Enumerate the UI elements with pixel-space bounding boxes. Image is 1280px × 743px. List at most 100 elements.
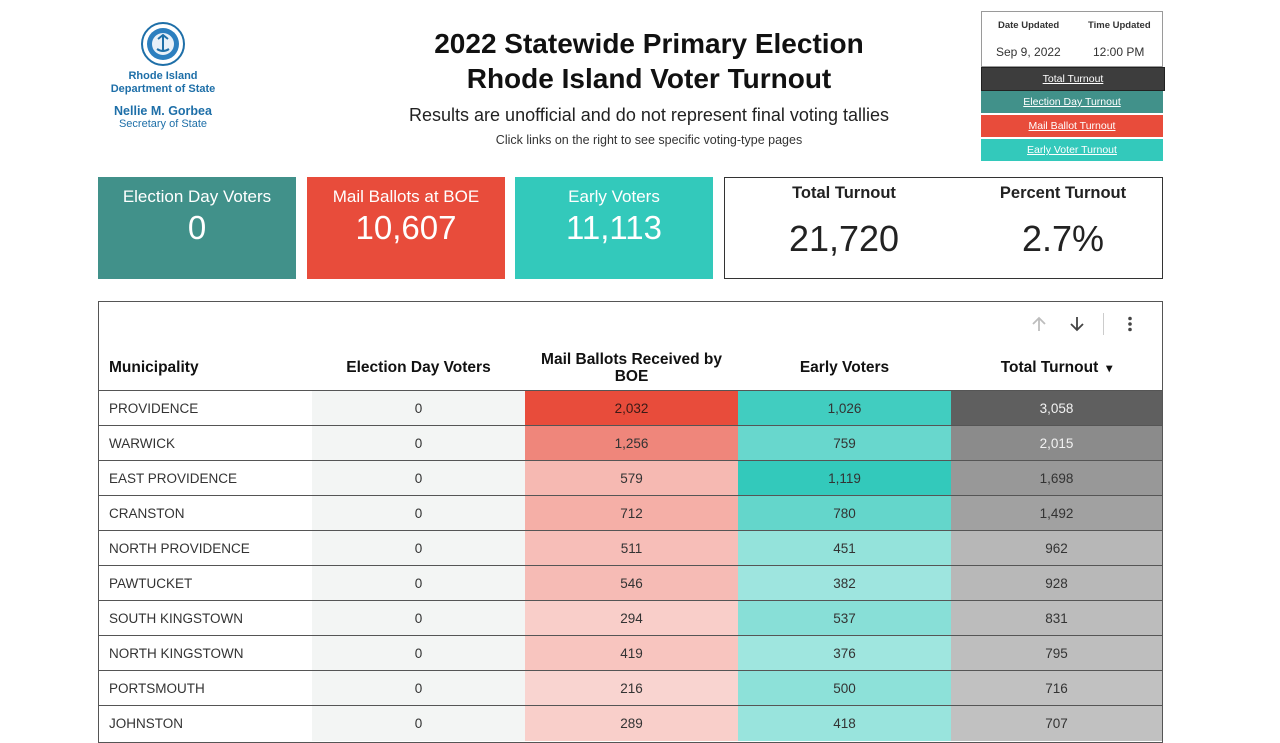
table-row[interactable]: SOUTH KINGSTOWN 0 294 537 831 bbox=[99, 600, 1162, 636]
kpi-early-voters: Early Voters 11,113 bbox=[515, 177, 713, 279]
cell-municipality: PORTSMOUTH bbox=[109, 681, 205, 696]
cell-municipality: EAST PROVIDENCE bbox=[109, 471, 238, 486]
kpi-mail-ballots: Mail Ballots at BOE 10,607 bbox=[307, 177, 505, 279]
cell-mail: 289 bbox=[525, 706, 738, 741]
cell-election-day: 0 bbox=[312, 601, 525, 636]
cell-election-day: 0 bbox=[312, 496, 525, 531]
cell-early: 1,119 bbox=[738, 461, 951, 496]
cell-municipality: PROVIDENCE bbox=[109, 401, 199, 416]
cell-election-day: 0 bbox=[312, 636, 525, 671]
cell-total: 795 bbox=[951, 636, 1162, 671]
cell-election-day: 0 bbox=[312, 531, 525, 566]
cell-municipality: SOUTH KINGSTOWN bbox=[109, 611, 244, 626]
header-municipality[interactable]: Municipality bbox=[109, 359, 199, 376]
header-total-turnout-label: Total Turnout bbox=[1000, 359, 1099, 376]
time-updated-label: Time Updated bbox=[1088, 20, 1151, 31]
total-turnout-box: Total Turnout 21,720 Percent Turnout 2.7… bbox=[724, 177, 1163, 279]
cell-municipality: PAWTUCKET bbox=[109, 576, 193, 591]
kpi-mail-ballots-value: 10,607 bbox=[355, 209, 457, 246]
sort-desc-icon[interactable]: ▾ bbox=[1106, 361, 1113, 375]
toolbar-divider bbox=[1103, 313, 1104, 335]
table-row[interactable]: NORTH KINGSTOWN 0 419 376 795 bbox=[99, 635, 1162, 671]
cell-total: 707 bbox=[951, 706, 1162, 741]
header-total-turnout[interactable]: Total Turnout ▾ bbox=[951, 346, 1162, 390]
cell-early: 418 bbox=[738, 706, 951, 741]
org-line-2: Department of State bbox=[110, 83, 216, 95]
cell-election-day: 0 bbox=[312, 566, 525, 601]
page-subtitle: Results are unofficial and do not repres… bbox=[409, 105, 889, 125]
cell-municipality: NORTH PROVIDENCE bbox=[109, 541, 250, 556]
cell-mail: 1,256 bbox=[525, 426, 738, 461]
header-mail-ballots[interactable]: Mail Ballots Received by BOE bbox=[541, 351, 722, 385]
page-note: Click links on the right to see specific… bbox=[495, 133, 803, 147]
official-name: Nellie M. Gorbea bbox=[114, 104, 212, 118]
cell-mail: 2,032 bbox=[525, 391, 738, 426]
cell-mail: 511 bbox=[525, 531, 738, 566]
header-election-day[interactable]: Election Day Voters bbox=[346, 359, 491, 376]
cell-election-day: 0 bbox=[312, 426, 525, 461]
table-row[interactable]: JOHNSTON 0 289 418 707 bbox=[99, 705, 1162, 741]
kpi-early-voters-label: Early Voters bbox=[568, 187, 660, 206]
cell-total: 3,058 bbox=[951, 391, 1162, 426]
header-early-voters[interactable]: Early Voters bbox=[799, 359, 890, 376]
cell-total: 962 bbox=[951, 531, 1162, 566]
table-row[interactable]: NORTH PROVIDENCE 0 511 451 962 bbox=[99, 530, 1162, 566]
cell-early: 759 bbox=[738, 426, 951, 461]
cell-early: 500 bbox=[738, 671, 951, 706]
kpi-early-voters-value: 11,113 bbox=[565, 209, 663, 246]
nav-total-turnout[interactable]: Total Turnout bbox=[981, 67, 1165, 91]
cell-early: 780 bbox=[738, 496, 951, 531]
turnout-table: Municipality Election Day Voters Mail Ba… bbox=[98, 301, 1163, 743]
time-updated-value: 12:00 PM bbox=[1093, 45, 1145, 59]
table-row[interactable]: WARWICK 0 1,256 759 2,015 bbox=[99, 425, 1162, 461]
cell-mail: 579 bbox=[525, 461, 738, 496]
updated-box: Date Updated Time Updated Sep 9, 2022 12… bbox=[981, 11, 1163, 67]
title-line-1: 2022 Statewide Primary Election bbox=[434, 28, 864, 59]
table-toolbar bbox=[1013, 312, 1142, 336]
kpi-election-day-value: 0 bbox=[187, 209, 207, 246]
state-seal-icon bbox=[141, 22, 185, 66]
nav-election-day-turnout[interactable]: Election Day Turnout bbox=[981, 91, 1163, 113]
cell-total: 2,015 bbox=[951, 426, 1162, 461]
cell-municipality: NORTH KINGSTOWN bbox=[109, 646, 244, 661]
department-logo: Rhode Island Department of State Nellie … bbox=[98, 22, 228, 131]
cell-total: 1,698 bbox=[951, 461, 1162, 496]
percent-turnout-label: Percent Turnout bbox=[999, 184, 1127, 202]
cell-election-day: 0 bbox=[312, 706, 525, 741]
arrow-up-icon[interactable] bbox=[1027, 312, 1051, 336]
cell-municipality: WARWICK bbox=[109, 436, 175, 451]
cell-early: 537 bbox=[738, 601, 951, 636]
cell-election-day: 0 bbox=[312, 671, 525, 706]
total-turnout-label: Total Turnout bbox=[792, 184, 896, 202]
page-title: 2022 Statewide Primary Election Rhode Is… bbox=[340, 26, 958, 96]
percent-turnout-value: 2.7% bbox=[1021, 218, 1105, 259]
table-row[interactable]: PORTSMOUTH 0 216 500 716 bbox=[99, 670, 1162, 706]
cell-election-day: 0 bbox=[312, 461, 525, 496]
kpi-election-day: Election Day Voters 0 bbox=[98, 177, 296, 279]
table-row[interactable]: CRANSTON 0 712 780 1,492 bbox=[99, 495, 1162, 531]
arrow-down-icon[interactable] bbox=[1065, 312, 1089, 336]
title-line-2: Rhode Island Voter Turnout bbox=[466, 63, 832, 94]
nav-mail-ballot-turnout[interactable]: Mail Ballot Turnout bbox=[981, 115, 1163, 137]
nav-early-voter-turnout[interactable]: Early Voter Turnout bbox=[981, 139, 1163, 161]
cell-total: 1,492 bbox=[951, 496, 1162, 531]
table-row[interactable]: PAWTUCKET 0 546 382 928 bbox=[99, 565, 1162, 601]
kpi-election-day-label: Election Day Voters bbox=[122, 187, 272, 206]
cell-municipality: CRANSTON bbox=[109, 506, 185, 521]
org-line-1: Rhode Island bbox=[128, 70, 198, 82]
cell-municipality: JOHNSTON bbox=[109, 716, 184, 731]
table-row[interactable]: PROVIDENCE 0 2,032 1,026 3,058 bbox=[99, 390, 1162, 426]
cell-election-day: 0 bbox=[312, 391, 525, 426]
cell-mail: 216 bbox=[525, 671, 738, 706]
cell-early: 376 bbox=[738, 636, 951, 671]
cell-total: 716 bbox=[951, 671, 1162, 706]
total-turnout-value: 21,720 bbox=[788, 218, 900, 259]
kpi-mail-ballots-label: Mail Ballots at BOE bbox=[332, 187, 480, 206]
cell-early: 1,026 bbox=[738, 391, 951, 426]
table-row[interactable]: EAST PROVIDENCE 0 579 1,119 1,698 bbox=[99, 460, 1162, 496]
more-vert-icon[interactable] bbox=[1118, 312, 1142, 336]
cell-early: 451 bbox=[738, 531, 951, 566]
cell-mail: 294 bbox=[525, 601, 738, 636]
date-updated-label: Date Updated bbox=[998, 20, 1060, 31]
cell-mail: 712 bbox=[525, 496, 738, 531]
